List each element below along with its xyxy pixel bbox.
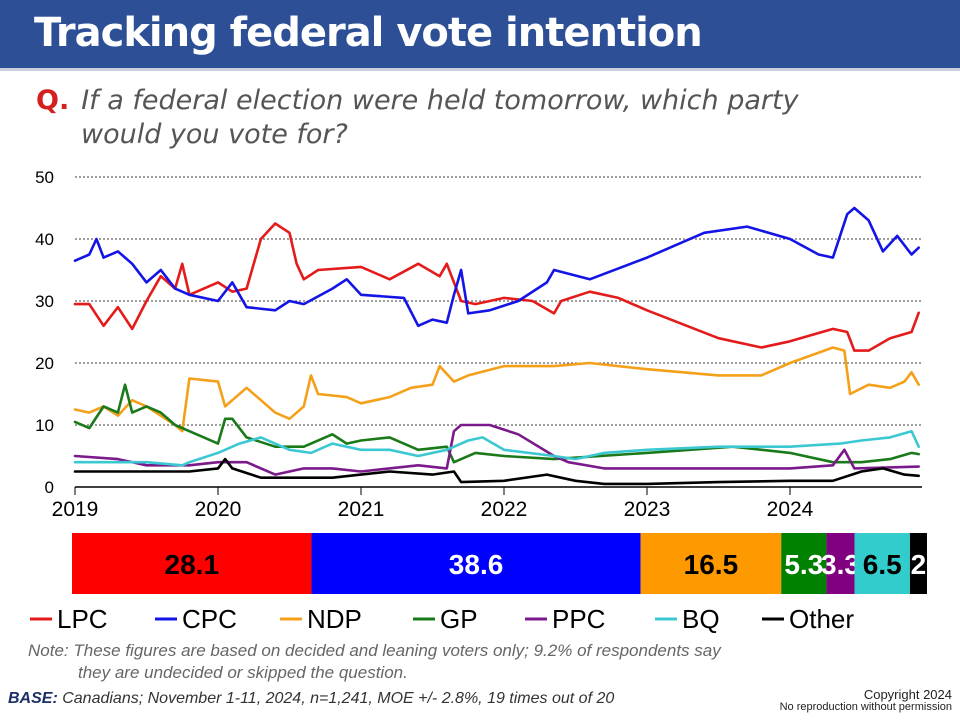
x-tick-label: 2024 — [767, 498, 814, 521]
question-line-2: would you vote for? — [81, 119, 348, 150]
legend-label-ppc: PPC — [552, 604, 605, 634]
y-tick-label: 10 — [35, 416, 54, 435]
series-line-ndp — [73, 346, 921, 433]
bar-label-ppc: 3.3 — [821, 549, 860, 580]
series-line-cpc — [73, 206, 921, 328]
x-tick-label: 2022 — [481, 498, 528, 521]
base-label: BASE: — [8, 690, 58, 707]
legend-label-other: Other — [789, 604, 854, 634]
note-line-1: Note: These figures are based on decided… — [28, 641, 721, 660]
question: Q. If a federal election were held tomorr… — [36, 84, 799, 152]
bar-label-gp: 5.3 — [784, 549, 823, 580]
bar-segment-ppc — [826, 533, 855, 594]
bar-label-ndp: 16.5 — [684, 549, 739, 580]
bar-label-lpc: 28.1 — [165, 549, 220, 580]
base-info: BASE: Canadians; November 1-11, 2024, n=… — [8, 690, 614, 708]
x-tick-label: 2021 — [338, 498, 385, 521]
bar-segment-bq — [854, 533, 910, 594]
series-line-bq — [73, 429, 921, 467]
legend-label-cpc: CPC — [182, 604, 237, 634]
copyright-line-1: Copyright 2024 — [863, 687, 952, 702]
legend-label-lpc: LPC — [57, 604, 108, 634]
header-bar: Tracking federal vote intention — [0, 0, 960, 71]
bar-segment-ndp — [640, 533, 782, 594]
legend-label-gp: GP — [440, 604, 478, 634]
note: Note: These figures are based on decided… — [28, 640, 721, 684]
legend-label-ndp: NDP — [307, 604, 362, 634]
x-tick-label: 2023 — [624, 498, 671, 521]
page-title: Tracking federal vote intention — [34, 10, 703, 56]
series-line-lpc — [73, 222, 921, 352]
bar-label-cpc: 38.6 — [449, 549, 504, 580]
y-tick-label: 40 — [35, 230, 54, 249]
bar-label-other: 2 — [911, 549, 927, 580]
x-tick-label: 2020 — [195, 498, 242, 521]
x-tick-label: 2019 — [52, 498, 99, 521]
bar-segment-lpc — [72, 533, 312, 594]
bar-segment-gp — [781, 533, 827, 594]
question-line-1: If a federal election were held tomorrow… — [81, 85, 799, 116]
y-tick-label: 0 — [45, 478, 54, 497]
bar-label-bq: 6.5 — [863, 549, 902, 580]
bar-segment-cpc — [311, 533, 641, 594]
copyright: Copyright 2024 No reproduction without p… — [780, 688, 952, 714]
bar-segment-other — [909, 533, 927, 594]
legend-label-bq: BQ — [682, 604, 720, 634]
y-tick-label: 30 — [35, 292, 54, 311]
base-text: Canadians; November 1-11, 2024, n=1,241,… — [57, 690, 615, 707]
note-line-2: they are undecided or skipped the questi… — [78, 663, 408, 682]
question-marker: Q. — [36, 85, 70, 116]
series-line-other — [73, 457, 921, 486]
series-line-gp — [73, 383, 921, 464]
y-tick-label: 20 — [35, 354, 54, 373]
y-tick-label: 50 — [35, 168, 54, 187]
copyright-line-2: No reproduction without permission — [779, 701, 952, 713]
series-line-ppc — [73, 423, 921, 476]
